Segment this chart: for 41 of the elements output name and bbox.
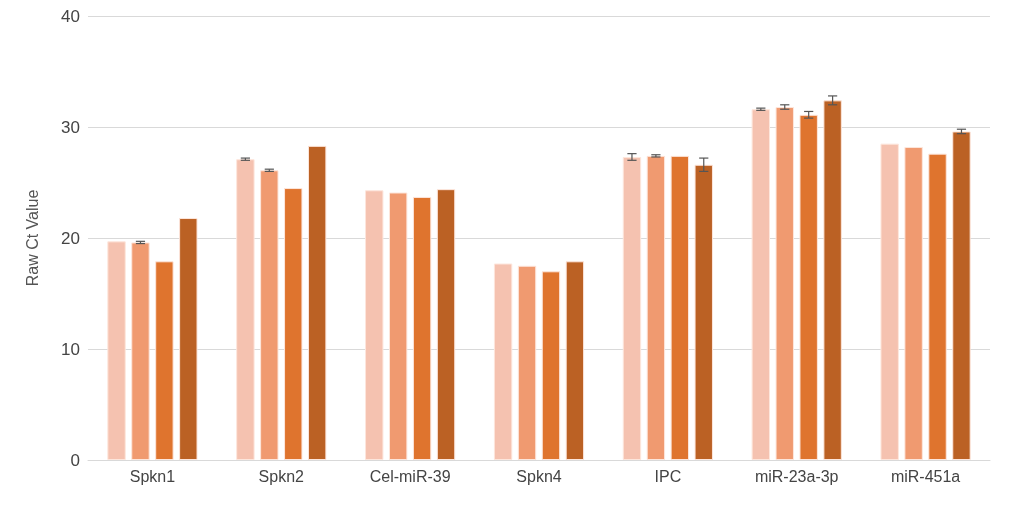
x-tick-label: Spkn2	[258, 467, 305, 485]
bar	[694, 164, 713, 460]
bar	[928, 153, 947, 460]
bar	[880, 143, 899, 460]
bar	[107, 241, 126, 460]
bar	[131, 242, 150, 460]
bar	[388, 192, 408, 460]
x-tick-label: miR-23a-3p	[754, 467, 839, 485]
bar	[751, 109, 771, 460]
bar	[493, 263, 513, 460]
x-tick-label: miR-451a	[890, 467, 961, 485]
bar	[284, 188, 303, 460]
bar	[307, 145, 327, 460]
bar	[412, 196, 432, 460]
bar	[436, 189, 456, 460]
x-tick-label: Cel-miR-39	[369, 467, 451, 485]
bar	[775, 107, 794, 460]
x-tick-label: Spkn1	[129, 467, 176, 485]
bar	[670, 155, 690, 460]
y-tick-label: 20	[61, 228, 80, 248]
bar	[799, 114, 818, 460]
bar	[236, 159, 255, 460]
bar	[952, 131, 971, 460]
bar	[365, 190, 384, 460]
bar	[565, 261, 585, 460]
bar	[179, 218, 198, 460]
bar	[646, 155, 666, 460]
bar	[541, 271, 561, 460]
bar	[823, 100, 842, 460]
y-tick-label: 10	[61, 339, 80, 359]
bar	[904, 146, 923, 460]
x-tick-label: Spkn4	[516, 467, 562, 485]
bar	[622, 156, 642, 460]
bar	[155, 261, 174, 460]
bar	[517, 265, 537, 460]
x-tick-label: IPC	[654, 467, 682, 485]
bar	[260, 170, 279, 460]
y-axis-title: Raw Ct Value	[23, 189, 41, 287]
y-tick-label: 30	[61, 117, 80, 137]
y-tick-label: 0	[70, 450, 80, 470]
y-tick-label: 40	[61, 6, 80, 26]
